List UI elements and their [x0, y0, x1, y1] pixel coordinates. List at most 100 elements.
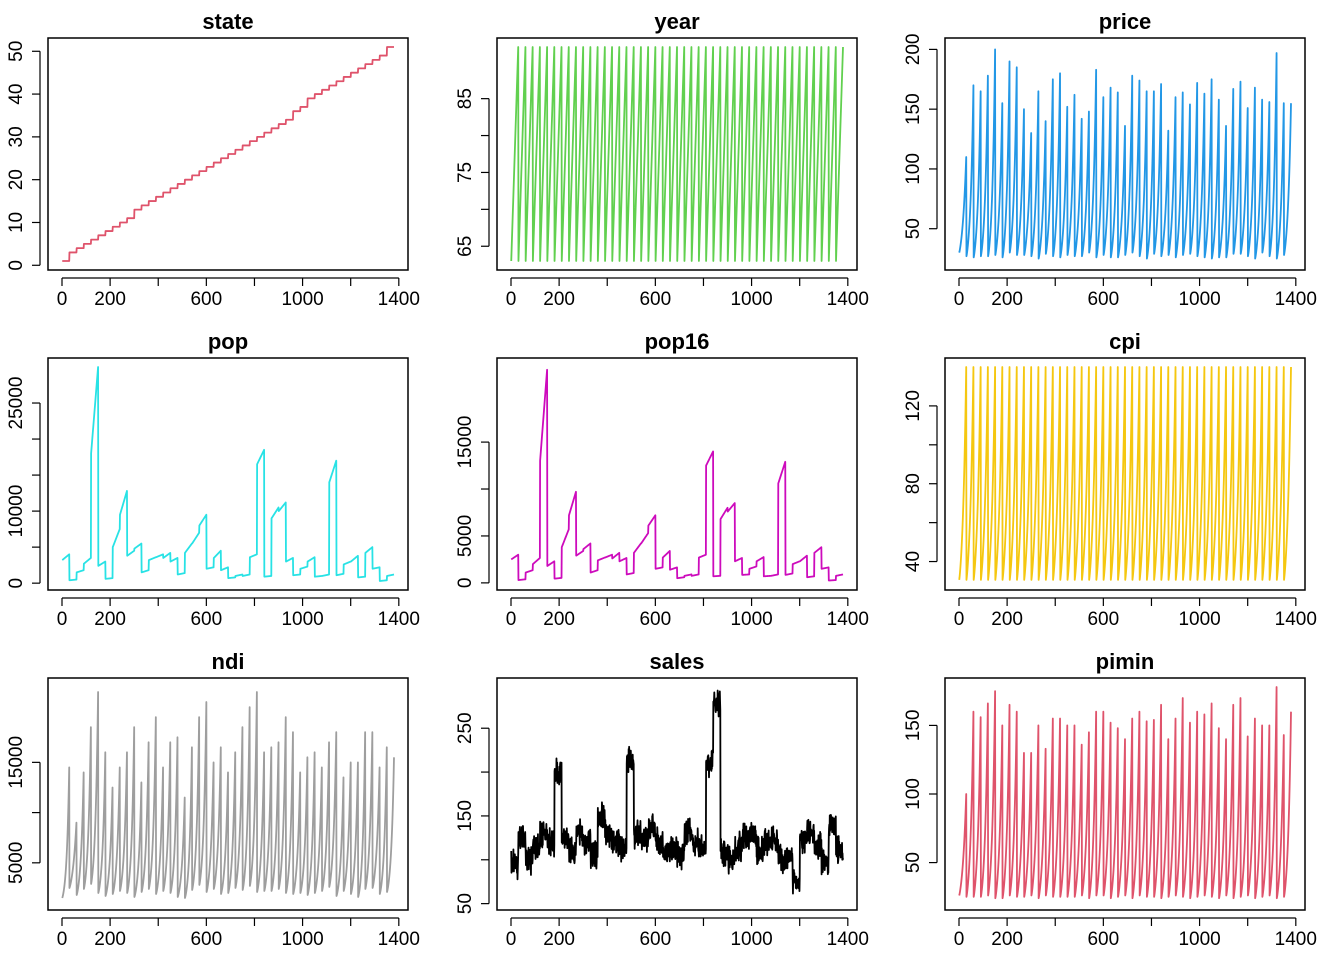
- pop-x-tick-label: 0: [57, 609, 68, 630]
- price-title: price: [1099, 9, 1152, 34]
- pop-y-tick-label: 25000: [6, 377, 27, 430]
- year-x-tick-label: 1000: [730, 289, 772, 310]
- pimin-y-tick-label: 50: [903, 852, 924, 873]
- sales-x-tick-label: 600: [639, 929, 671, 950]
- ndi-title: ndi: [212, 649, 245, 674]
- ndi-x-tick-label: 1400: [378, 929, 420, 950]
- cpi-x-tick-label: 600: [1087, 609, 1119, 630]
- sales-plot-frame: [496, 677, 858, 911]
- price-series-line: [958, 48, 1292, 260]
- pop16-title: pop16: [645, 329, 710, 354]
- price-y-tick-label: 50: [903, 218, 924, 239]
- sales-x-tick-label: 1000: [730, 929, 772, 950]
- panel-sales: sales 0 200 600 1000 1400 50 150 250: [455, 649, 869, 950]
- pimin-title: pimin: [1096, 649, 1155, 674]
- pimin-plot-frame: [944, 677, 1306, 911]
- sales-title: sales: [649, 649, 704, 674]
- cpi-plot-frame: [944, 357, 1306, 591]
- pop16-x-tick-label: 0: [506, 609, 517, 630]
- pop-x-tick-label: 1000: [281, 609, 323, 630]
- panel-cpi: cpi 0 200 600 1000 1400 40 80 120: [903, 329, 1317, 630]
- sales-x-tick-label: 1400: [827, 929, 869, 950]
- state-y-tick-label: 10: [6, 212, 27, 233]
- state-series-line: [61, 46, 395, 262]
- price-x-tick-label: 1400: [1275, 289, 1317, 310]
- state-x-tick-label: 200: [94, 289, 126, 310]
- pop-y-tick-label: 0: [6, 578, 27, 589]
- sales-x-tick-label: 0: [506, 929, 517, 950]
- panel-pop16: pop16 0 200 600 1000 1400 0 5000 15000: [455, 329, 869, 630]
- pimin-series-line: [958, 686, 1292, 900]
- panel-pop: pop 0 200 600 1000 1400 0 10000 25000: [6, 329, 420, 630]
- pop16-y-tick-label: 15000: [455, 416, 476, 469]
- cpi-x-tick-label: 1000: [1178, 609, 1220, 630]
- pop-y-tick-label: 10000: [6, 485, 27, 538]
- cpi-x-tick-label: 0: [954, 609, 965, 630]
- price-y-tick-label: 200: [903, 34, 924, 66]
- ndi-series-line: [61, 691, 395, 899]
- pop-x-tick-label: 200: [94, 609, 126, 630]
- pop16-y-tick-label: 5000: [455, 515, 476, 557]
- price-x-tick-label: 200: [991, 289, 1023, 310]
- ndi-plot-frame: [47, 677, 409, 911]
- ndi-x-tick-label: 200: [94, 929, 126, 950]
- year-x-tick-label: 1400: [827, 289, 869, 310]
- ndi-x-tick-label: 1000: [281, 929, 323, 950]
- state-x-tick-label: 0: [57, 289, 68, 310]
- year-x-tick-label: 0: [506, 289, 517, 310]
- cpi-y-tick-label: 80: [903, 473, 924, 494]
- sales-y-tick-label: 250: [455, 712, 476, 744]
- price-y-tick-label: 100: [903, 153, 924, 185]
- cpi-title: cpi: [1109, 329, 1141, 354]
- pop16-x-tick-label: 1400: [827, 609, 869, 630]
- state-y-tick-label: 20: [6, 169, 27, 190]
- ndi-x-tick-label: 600: [190, 929, 222, 950]
- pop-series-line: [61, 366, 395, 582]
- panel-ndi: ndi 0 200 600 1000 1400 5000 15000: [6, 649, 420, 950]
- sales-y-tick-label: 50: [455, 893, 476, 914]
- pop16-y-tick-label: 0: [455, 578, 476, 589]
- year-title: year: [654, 9, 700, 34]
- pop16-x-tick-label: 200: [543, 609, 575, 630]
- state-y-tick-label: 50: [6, 41, 27, 62]
- state-plot-frame: [47, 37, 409, 271]
- price-x-tick-label: 0: [954, 289, 965, 310]
- state-y-tick-label: 40: [6, 84, 27, 105]
- state-y-tick-label: 30: [6, 126, 27, 147]
- cpi-y-tick-label: 40: [903, 551, 924, 572]
- state-x-tick-label: 1000: [281, 289, 323, 310]
- year-x-tick-label: 200: [543, 289, 575, 310]
- pop16-plot-frame: [496, 357, 858, 591]
- pop16-x-tick-label: 600: [639, 609, 671, 630]
- pop-x-tick-label: 1400: [378, 609, 420, 630]
- sales-x-tick-label: 200: [543, 929, 575, 950]
- pimin-x-tick-label: 200: [991, 929, 1023, 950]
- pimin-x-tick-label: 0: [954, 929, 965, 950]
- year-x-tick-label: 600: [639, 289, 671, 310]
- price-x-tick-label: 600: [1087, 289, 1119, 310]
- panel-price: price 0 200 600 1000 1400 50 100 150 200: [903, 9, 1317, 310]
- pimin-x-tick-label: 1400: [1275, 929, 1317, 950]
- price-x-tick-label: 1000: [1178, 289, 1220, 310]
- panel-year: year 0 200 600 1000 1400 65 75 85: [455, 9, 869, 310]
- year-series-line: [510, 46, 844, 262]
- pop-title: pop: [208, 329, 248, 354]
- pimin-x-tick-label: 1000: [1178, 929, 1220, 950]
- year-y-tick-label: 65: [455, 236, 476, 257]
- cpi-x-tick-label: 1400: [1275, 609, 1317, 630]
- year-y-tick-label: 75: [455, 162, 476, 183]
- state-x-tick-label: 1400: [378, 289, 420, 310]
- sales-y-tick-label: 150: [455, 800, 476, 832]
- ndi-x-tick-label: 0: [57, 929, 68, 950]
- pop-x-tick-label: 600: [190, 609, 222, 630]
- panel-pimin: pimin 0 200 600 1000 1400 50 100 150: [903, 649, 1317, 950]
- ndi-y-tick-label: 15000: [6, 736, 27, 789]
- pop16-x-tick-label: 1000: [730, 609, 772, 630]
- pimin-y-tick-label: 150: [903, 710, 924, 742]
- year-y-tick-label: 85: [455, 88, 476, 109]
- price-plot-frame: [944, 37, 1306, 271]
- price-y-tick-label: 150: [903, 93, 924, 125]
- ndi-y-tick-label: 5000: [6, 842, 27, 884]
- pop16-series-line: [510, 368, 844, 582]
- sales-series-line: [510, 689, 844, 895]
